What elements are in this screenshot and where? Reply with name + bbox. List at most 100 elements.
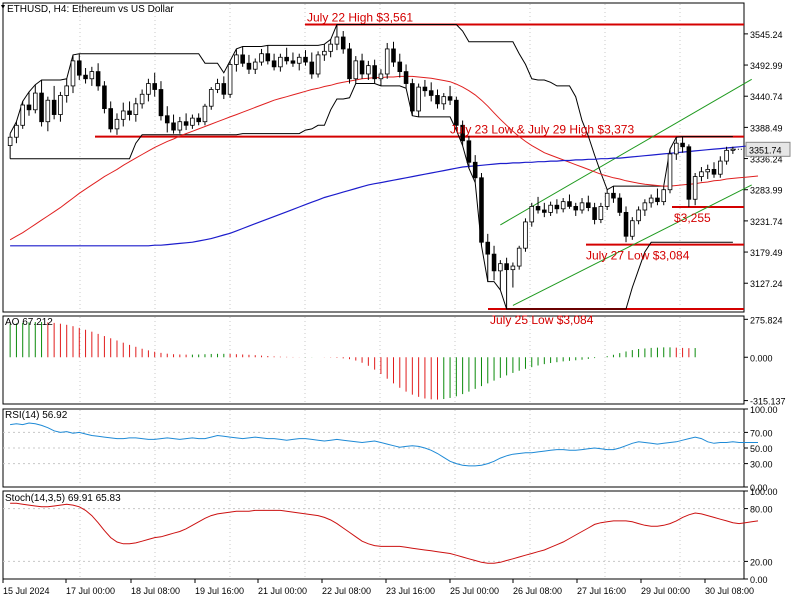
candle-bull	[120, 110, 126, 120]
candle-bear	[102, 85, 107, 109]
ao-label: AO 67.212	[5, 317, 53, 328]
ascending-channel	[500, 78, 752, 306]
candle-bull	[252, 61, 258, 70]
stoch-tick-label: 80.00	[750, 505, 773, 515]
candle-bull	[89, 71, 95, 80]
candle-bear	[680, 142, 685, 148]
symbol-dropdown-icon[interactable]	[1, 5, 5, 9]
candle-bull	[114, 118, 120, 130]
candle-bear	[454, 99, 459, 126]
candle-bear	[686, 146, 692, 200]
candle-bear	[95, 71, 101, 87]
candle-bull	[730, 148, 736, 151]
candle-bull	[636, 209, 641, 222]
candle-bear	[485, 241, 491, 255]
candle-bear	[391, 48, 396, 63]
candle-bull	[630, 220, 635, 237]
candle-bull	[315, 54, 321, 75]
candle-bull	[692, 176, 698, 200]
candle-bear	[76, 60, 82, 76]
candle-bull	[296, 56, 302, 64]
candle-bull	[215, 83, 220, 90]
rsi-label: RSI(14) 56.92	[5, 410, 68, 421]
ao-axis: 275.824 0.000 -315.137	[744, 315, 786, 407]
time-tick-label: 19 Jul 16:00	[195, 586, 244, 596]
price-tick-label: 3545.24	[750, 30, 783, 40]
candle-bear	[479, 177, 484, 243]
candlesticks	[7, 24, 736, 310]
candle-bear	[347, 48, 352, 80]
candle-bear	[466, 140, 472, 163]
ao-tick-label: 0.000	[750, 353, 773, 363]
candle-bear	[422, 86, 428, 92]
time-tick-label: 27 Jul 16:00	[577, 586, 626, 596]
candle-bull	[202, 105, 208, 123]
candle-bull	[529, 206, 535, 223]
candle-bear	[428, 90, 434, 96]
candle-bear	[504, 263, 509, 271]
candle-bull	[661, 189, 667, 203]
candle-bear	[372, 65, 377, 80]
candle-bull	[139, 93, 145, 105]
candle-bear	[655, 197, 660, 203]
candle-bull	[14, 124, 19, 138]
candle-bear	[246, 62, 252, 70]
candle-bull	[604, 192, 610, 207]
candle-bull	[334, 36, 340, 45]
ao-tick-label: -315.137	[750, 397, 786, 407]
candle-bear	[152, 83, 157, 90]
candle-bear	[265, 53, 271, 62]
level-label: July 22 High $3,561	[307, 10, 413, 24]
level-label: July 23 Low & July 29 High $3,373	[450, 123, 634, 137]
time-tick-label: 18 Jul 08:00	[131, 586, 180, 596]
rsi-tick-label: 70.00	[750, 428, 773, 438]
stoch-axis: 100.00 80.00 20.00 0.00	[744, 487, 778, 585]
candle-bull	[227, 64, 233, 95]
chart-title: ETHUSD, H4: Ethereum vs US Dollar	[7, 4, 174, 15]
candle-bull	[353, 60, 359, 80]
envelope-upper	[9, 24, 733, 191]
time-tick-label: 30 Jul 08:00	[705, 586, 754, 596]
time-tick-label: 21 Jul 00:00	[258, 586, 307, 596]
candle-bear	[108, 108, 113, 130]
candle-bull	[598, 206, 604, 220]
candle-bear	[586, 202, 591, 209]
candle-bear	[611, 192, 616, 199]
stoch-plot	[3, 502, 759, 564]
candle-bear	[340, 36, 346, 50]
candle-bear	[554, 204, 560, 210]
time-tick-label: 26 Jul 08:00	[513, 586, 562, 596]
candle-bear	[535, 206, 541, 211]
envelope-lower	[10, 83, 733, 310]
price-tick-label: 3179.49	[750, 248, 783, 258]
candle-bull	[441, 96, 447, 105]
candle-bull	[724, 149, 729, 162]
candle-bull	[234, 54, 239, 65]
candle-bull	[64, 85, 69, 96]
price-axis: 3545.24 3492.99 3440.74 3388.49 3336.24 3283.…	[734, 30, 791, 289]
time-tick-label: 29 Jul 00:00	[641, 586, 690, 596]
candle-bear	[472, 161, 478, 179]
time-tick-label: 25 Jul 00:00	[450, 586, 499, 596]
rsi-tick-label: 30.00	[750, 460, 773, 470]
candle-bull	[648, 197, 654, 204]
candle-bull	[642, 202, 648, 211]
candle-bear	[309, 61, 315, 75]
rsi-tick-label: 100.00	[750, 405, 778, 415]
candle-bull	[58, 95, 63, 115]
candle-bear	[83, 74, 88, 80]
candle-bull	[190, 117, 195, 126]
candle-bull	[510, 265, 516, 271]
candle-bull	[699, 171, 704, 177]
candle-bull	[378, 73, 384, 80]
stoch-label: Stoch(14,3,5) 69.91 65.83	[5, 493, 121, 504]
rsi-plot	[3, 422, 758, 467]
candle-bear	[271, 60, 277, 68]
candle-bear	[164, 115, 170, 124]
ao-histogram	[9, 322, 696, 400]
price-tick-label: 3492.99	[750, 61, 783, 71]
grid-dots	[79, 4, 681, 578]
time-axis: 15 Jul 2024 17 Jul 00:00 18 Jul 08:00 19 Ju…	[2, 579, 754, 596]
candle-bear	[573, 206, 579, 211]
